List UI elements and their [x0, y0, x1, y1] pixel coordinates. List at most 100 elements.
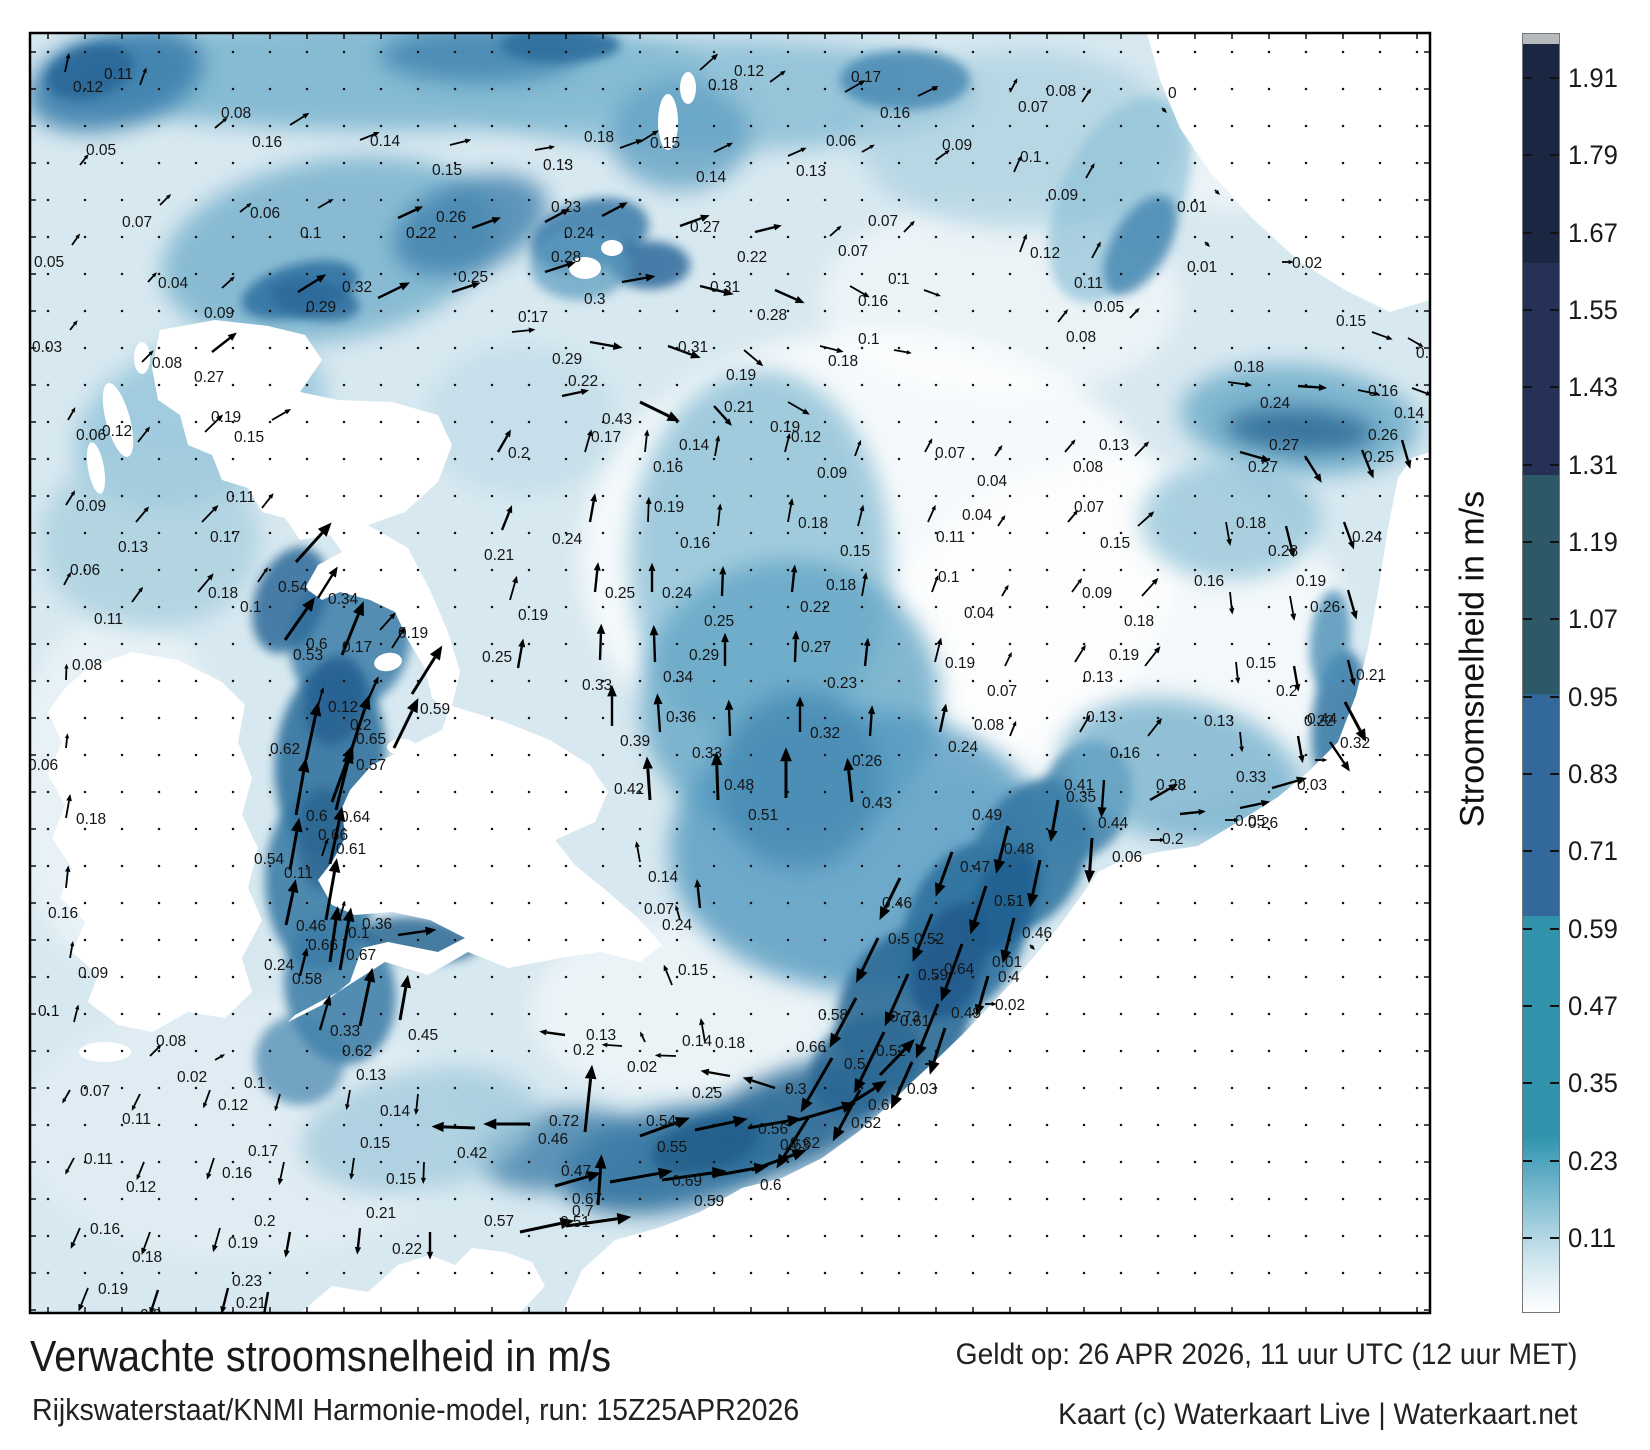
- arrow-head: [1085, 714, 1091, 721]
- arrow-shaft: [607, 1044, 623, 1047]
- arrow-shaft: [1088, 837, 1094, 871]
- colorbar-tickmark: [1550, 1236, 1559, 1239]
- arrow-head: [790, 564, 798, 573]
- arrow-head: [1288, 259, 1294, 265]
- arrow-shaft: [699, 57, 714, 71]
- arrow-head: [222, 117, 228, 123]
- arrow-head: [1349, 677, 1356, 687]
- arrow-shaft: [1329, 741, 1346, 764]
- arrow-head: [800, 147, 807, 153]
- colorbar-tickmark: [1523, 695, 1532, 698]
- arrow-head: [788, 497, 794, 506]
- speed-value-label: 0.26: [1310, 599, 1340, 616]
- arrow-head: [559, 1217, 575, 1230]
- speed-value-label: 0.36: [362, 916, 392, 933]
- speed-value-label: 0.15: [1100, 535, 1130, 552]
- arrow-head: [363, 967, 376, 983]
- speed-value-label: 0.62: [342, 1043, 372, 1060]
- speed-value-label: 0.14: [1394, 405, 1425, 422]
- arrow-shaft: [861, 578, 866, 597]
- arrow-shaft: [546, 1031, 566, 1037]
- arrow-head: [1080, 644, 1086, 651]
- speed-value-label: 0.24: [564, 225, 595, 242]
- arrow-head: [328, 858, 341, 873]
- speed-value-label: 0.24: [948, 739, 979, 756]
- speed-value-label: 0.61: [900, 1013, 930, 1030]
- colorbar-tick-1.55: 1.55: [1568, 294, 1618, 325]
- arrow-head: [506, 505, 513, 514]
- arrow-head: [483, 1118, 497, 1130]
- speed-value-label: 0.51: [748, 807, 778, 824]
- speed-value-label: 0.19: [654, 499, 684, 516]
- arrow-head: [1148, 511, 1155, 518]
- land-island: [601, 240, 623, 256]
- arrow-head: [601, 1042, 608, 1048]
- arrow-head: [206, 1172, 212, 1180]
- arrow-shaft: [665, 969, 673, 986]
- arrow-head: [717, 503, 723, 510]
- arrow-head: [1029, 944, 1035, 950]
- speed-value-label: 0.29: [689, 647, 719, 664]
- arrow-shaft: [201, 509, 215, 523]
- speed-value-label: 0.18: [1124, 613, 1154, 630]
- arrow-head: [166, 193, 172, 199]
- speed-value-label: 0.16: [858, 293, 888, 310]
- arrow-head: [836, 347, 844, 354]
- speed-value-label: 0.11: [1074, 275, 1103, 292]
- arrow-shaft: [903, 223, 913, 233]
- arrow-head: [359, 695, 371, 711]
- arrow-head: [138, 586, 144, 593]
- arrow-head: [65, 52, 71, 59]
- arrow-head: [800, 1097, 813, 1113]
- speed-value-label: 0.69: [672, 1173, 702, 1190]
- speed-value-label: 0.19: [1296, 573, 1326, 590]
- arrow-head: [429, 645, 443, 661]
- arrow-shaft: [516, 646, 523, 669]
- colorbar-tickmark: [1523, 850, 1532, 853]
- colorbar-tickmark: [1550, 1082, 1559, 1085]
- arrow-head: [666, 411, 680, 422]
- arrow-head: [1161, 107, 1167, 113]
- speed-value-label: 0.3: [785, 1081, 807, 1098]
- arrow-head: [1084, 870, 1096, 884]
- arrow-head: [72, 320, 78, 326]
- arrow-shaft: [1009, 82, 1016, 93]
- arrow-shaft: [304, 715, 317, 761]
- speed-value-label: 0.13: [1099, 437, 1129, 454]
- speed-value-label: 0.17: [518, 309, 548, 326]
- arrow-shaft: [1147, 722, 1159, 737]
- speed-value-label: 0.02: [627, 1059, 657, 1076]
- arrow-shaft: [598, 633, 603, 661]
- speed-value-label: 0.2: [573, 1042, 595, 1059]
- arrow-head: [528, 327, 536, 333]
- arrow-shaft: [204, 1089, 211, 1104]
- arrow-shaft: [284, 891, 295, 926]
- speed-value-label: 0.6: [760, 1177, 782, 1194]
- speed-value-label: 0.12: [328, 699, 358, 716]
- speed-value-label: 0.6: [306, 808, 328, 825]
- speed-value-label: 0.41: [1064, 777, 1094, 794]
- arrow-head: [70, 490, 76, 496]
- arrow-shaft: [847, 770, 854, 803]
- speed-value-label: 0.52: [914, 931, 944, 948]
- arrow-head: [587, 429, 593, 437]
- speed-value-label: 0.47: [561, 1163, 591, 1180]
- arrow-shaft: [589, 340, 614, 348]
- arrow-head: [867, 705, 876, 715]
- arrow-head: [645, 496, 652, 504]
- speed-value-label: 0.13: [356, 1067, 386, 1084]
- speed-value-label: 0.05: [86, 142, 116, 159]
- arrow-shaft: [451, 284, 473, 294]
- speed-value-label: 0.11: [84, 1151, 113, 1168]
- speed-value-label: 0.48: [724, 777, 754, 794]
- arrow-head: [316, 274, 327, 283]
- arrow-head: [1047, 829, 1058, 843]
- speed-value-label: 0.1: [888, 271, 910, 288]
- speed-value-label: 0.29: [306, 299, 336, 316]
- arrow-head: [345, 1104, 350, 1111]
- colorbar-tickmark: [1523, 1082, 1532, 1085]
- arrow-head: [618, 202, 628, 210]
- arrow-head: [909, 220, 915, 226]
- arrow-head: [549, 145, 556, 150]
- arrow-head: [700, 1068, 710, 1076]
